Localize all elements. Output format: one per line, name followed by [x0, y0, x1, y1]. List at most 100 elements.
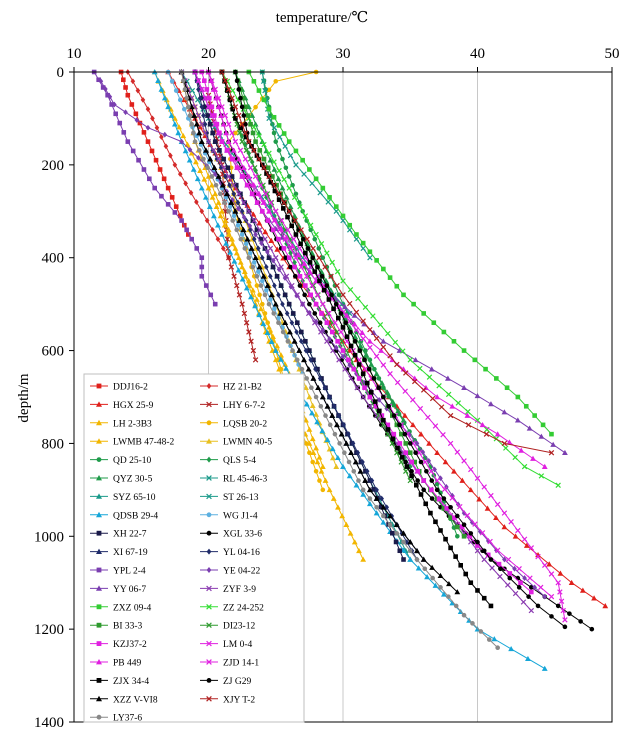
- series-28-marker: [212, 113, 217, 118]
- series-26-marker: [461, 533, 467, 539]
- series-36-marker: [387, 522, 393, 527]
- series-line-3: [208, 95, 257, 361]
- series-17-marker: [429, 496, 435, 501]
- series-16-marker: [229, 174, 235, 179]
- series-31-marker: [562, 617, 568, 623]
- series-16-marker: [202, 104, 208, 110]
- axes: [69, 67, 613, 723]
- series-24-marker: [367, 249, 373, 255]
- series-19-marker: [331, 403, 337, 410]
- series-32-marker: [399, 455, 405, 460]
- series-17-marker: [350, 376, 355, 381]
- series-30-marker: [277, 225, 284, 231]
- legend-item-22: YY 06-7: [90, 585, 146, 595]
- legend-swatch-marker: [206, 530, 212, 536]
- series-32-marker: [443, 536, 448, 542]
- series-10-marker: [267, 157, 274, 163]
- series-16-marker: [212, 139, 218, 144]
- series-3-marker: [246, 329, 252, 335]
- series-31-marker: [555, 579, 561, 586]
- legend-item-1: HZ 21-B2: [200, 383, 262, 393]
- series-32-marker: [285, 214, 290, 220]
- series-23-marker: [273, 254, 279, 261]
- series-33-marker: [352, 338, 358, 344]
- series-32-marker: [276, 197, 282, 202]
- series-27-marker: [310, 282, 317, 289]
- series-30-marker: [261, 199, 267, 205]
- series-36-marker: [356, 478, 361, 483]
- series-29-marker: [464, 512, 471, 519]
- series-21-marker: [145, 124, 151, 131]
- series-31-marker: [481, 484, 487, 490]
- series-5-marker: [307, 450, 312, 456]
- series-24-marker: [340, 213, 346, 219]
- series-16-marker: [278, 283, 284, 288]
- series-31-marker: [417, 405, 424, 412]
- series-11-marker: [260, 78, 267, 85]
- series-6-marker: [209, 194, 216, 200]
- series-11-marker: [301, 171, 307, 177]
- series-23-marker: [330, 347, 336, 354]
- series-30-marker: [343, 312, 350, 318]
- series-26-marker: [270, 174, 275, 179]
- series-24-marker: [532, 413, 537, 418]
- series-32-marker: [438, 528, 443, 533]
- series-28-marker: [340, 348, 346, 353]
- series-35-marker: [429, 395, 436, 402]
- series-34-marker: [203, 147, 209, 153]
- series-29-marker: [479, 530, 486, 536]
- series-6-marker: [249, 287, 256, 293]
- series-32-marker: [433, 519, 438, 525]
- series-32-marker: [298, 241, 303, 247]
- x-axis-title: temperature/℃: [276, 10, 369, 26]
- series-30-marker: [245, 173, 252, 179]
- series-34-marker: [211, 164, 218, 171]
- series-2-marker: [512, 533, 519, 539]
- series-7-marker: [330, 455, 336, 461]
- series-21-marker: [162, 131, 168, 138]
- series-11-marker: [347, 227, 353, 233]
- series-30-marker: [218, 112, 225, 118]
- series-22-marker: [501, 409, 508, 415]
- series-28-marker: [409, 459, 415, 465]
- series-26-marker: [398, 431, 404, 437]
- legend-label: KZJ37-2: [113, 640, 147, 650]
- series-32-marker: [385, 427, 391, 432]
- series-23-marker: [230, 182, 237, 188]
- legend-label: WG J1-4: [223, 511, 258, 521]
- series-2-marker: [426, 440, 432, 446]
- series-21-marker: [98, 78, 104, 85]
- series-0-marker: [141, 130, 147, 135]
- series-25-marker: [286, 185, 292, 191]
- series-36-marker: [262, 292, 268, 298]
- series-36-marker: [285, 338, 291, 344]
- series-19-marker: [289, 319, 295, 326]
- series-30-marker: [449, 403, 456, 409]
- series-35-marker: [380, 344, 387, 350]
- series-24-marker: [421, 311, 426, 316]
- series-31-marker: [380, 362, 387, 368]
- series-0-marker: [165, 185, 171, 191]
- series-27-marker: [247, 156, 254, 162]
- series-20-marker: [184, 227, 189, 233]
- series-25-marker: [307, 222, 314, 228]
- series-11-marker: [282, 143, 288, 150]
- series-6-marker: [282, 361, 289, 367]
- series-34-marker: [400, 530, 407, 536]
- legend-label: XI 67-19: [113, 548, 148, 558]
- series-14-marker: [278, 356, 284, 362]
- series-25-marker: [407, 357, 413, 363]
- series-20-marker: [212, 301, 218, 307]
- series-2-marker: [523, 542, 530, 548]
- series-15-marker: [264, 287, 269, 293]
- series-31-marker: [461, 458, 467, 464]
- series-24-marker: [515, 394, 521, 400]
- series-32-marker: [317, 278, 322, 284]
- series-19-marker: [264, 264, 269, 270]
- legend-item-8: QD 25-10: [90, 456, 152, 466]
- legend-swatch-marker: [206, 493, 212, 500]
- series-32-marker: [238, 125, 244, 131]
- series-6-marker: [237, 259, 244, 265]
- series-26-marker: [394, 422, 400, 428]
- series-30-marker: [250, 182, 257, 188]
